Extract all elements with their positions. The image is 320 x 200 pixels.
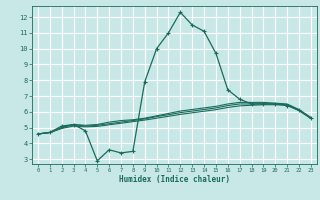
X-axis label: Humidex (Indice chaleur): Humidex (Indice chaleur) — [119, 175, 230, 184]
